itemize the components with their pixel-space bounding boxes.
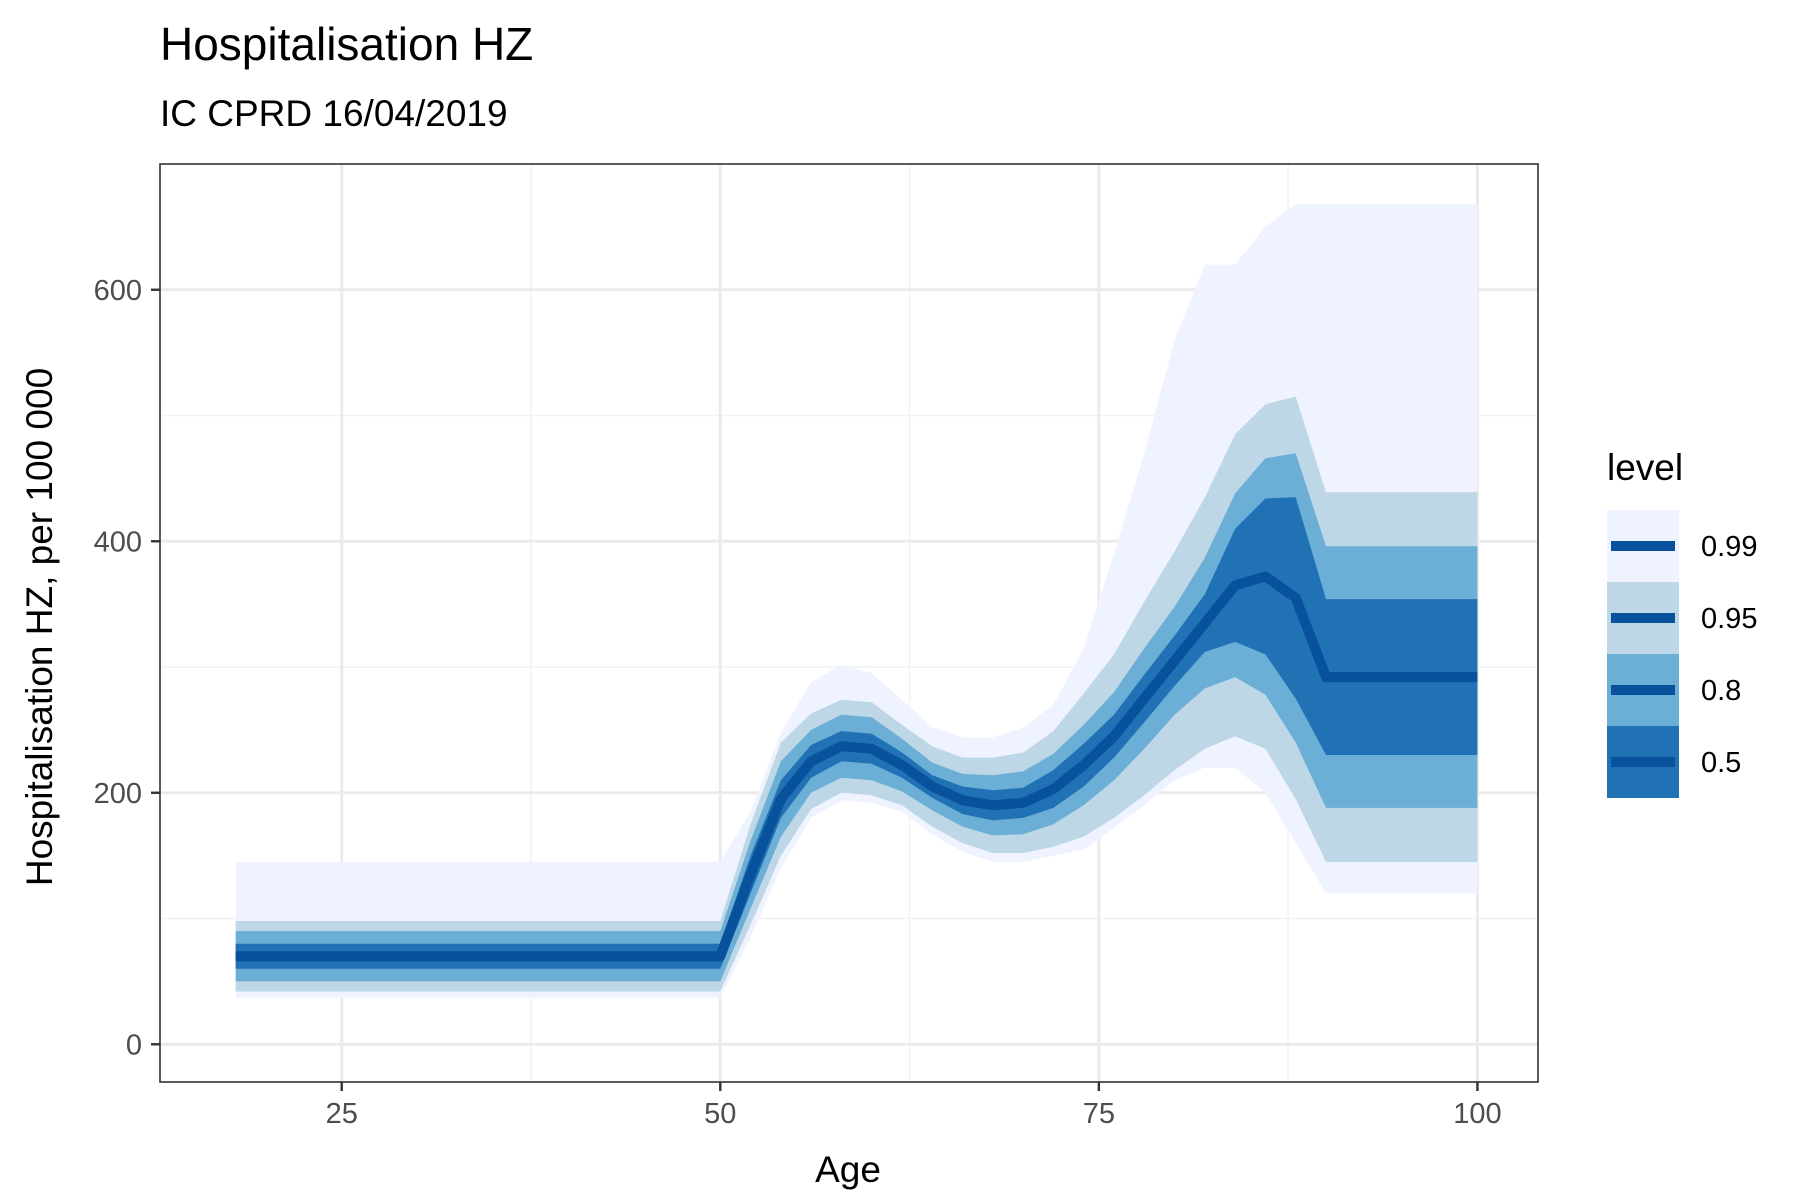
median-line: [235, 571, 1478, 962]
x-tick-label: 100: [1453, 1098, 1501, 1130]
legend-label: 0.99: [1701, 531, 1757, 563]
band-0-5: [235, 497, 1478, 969]
y-axis: 0 200 400 600: [94, 275, 160, 1061]
legend-label: 0.5: [1701, 747, 1741, 779]
x-tick-label: 75: [1083, 1098, 1115, 1130]
plot-panel: [159, 163, 1539, 1083]
band-0-8: [235, 453, 1478, 982]
legend-title: level: [1607, 447, 1683, 488]
legend: level 0.99 0.95 0.8 0.5: [1607, 447, 1757, 798]
band-0-99: [235, 204, 1478, 998]
legend-label: 0.8: [1701, 675, 1741, 707]
legend-keys: 0.99 0.95 0.8 0.5: [1607, 510, 1757, 798]
median-line-group: [235, 571, 1478, 962]
x-axis-title: Age: [815, 1149, 881, 1190]
ribbon-bands: [235, 204, 1478, 998]
y-tick-label: 0: [126, 1029, 142, 1061]
x-tick-label: 50: [704, 1098, 736, 1130]
y-tick-label: 200: [94, 778, 142, 810]
x-axis: 25 50 75 100: [326, 1082, 1502, 1130]
x-tick-label: 25: [326, 1098, 358, 1130]
legend-label: 0.95: [1701, 603, 1757, 635]
y-tick-label: 400: [94, 526, 142, 558]
chart-subtitle: IC CPRD 16/04/2019: [160, 93, 508, 134]
y-axis-title: Hospitalisation HZ, per 100 000: [19, 368, 60, 886]
panel-border: [159, 163, 1539, 1083]
y-tick-label: 600: [94, 275, 142, 307]
chart-title: Hospitalisation HZ: [160, 18, 533, 70]
